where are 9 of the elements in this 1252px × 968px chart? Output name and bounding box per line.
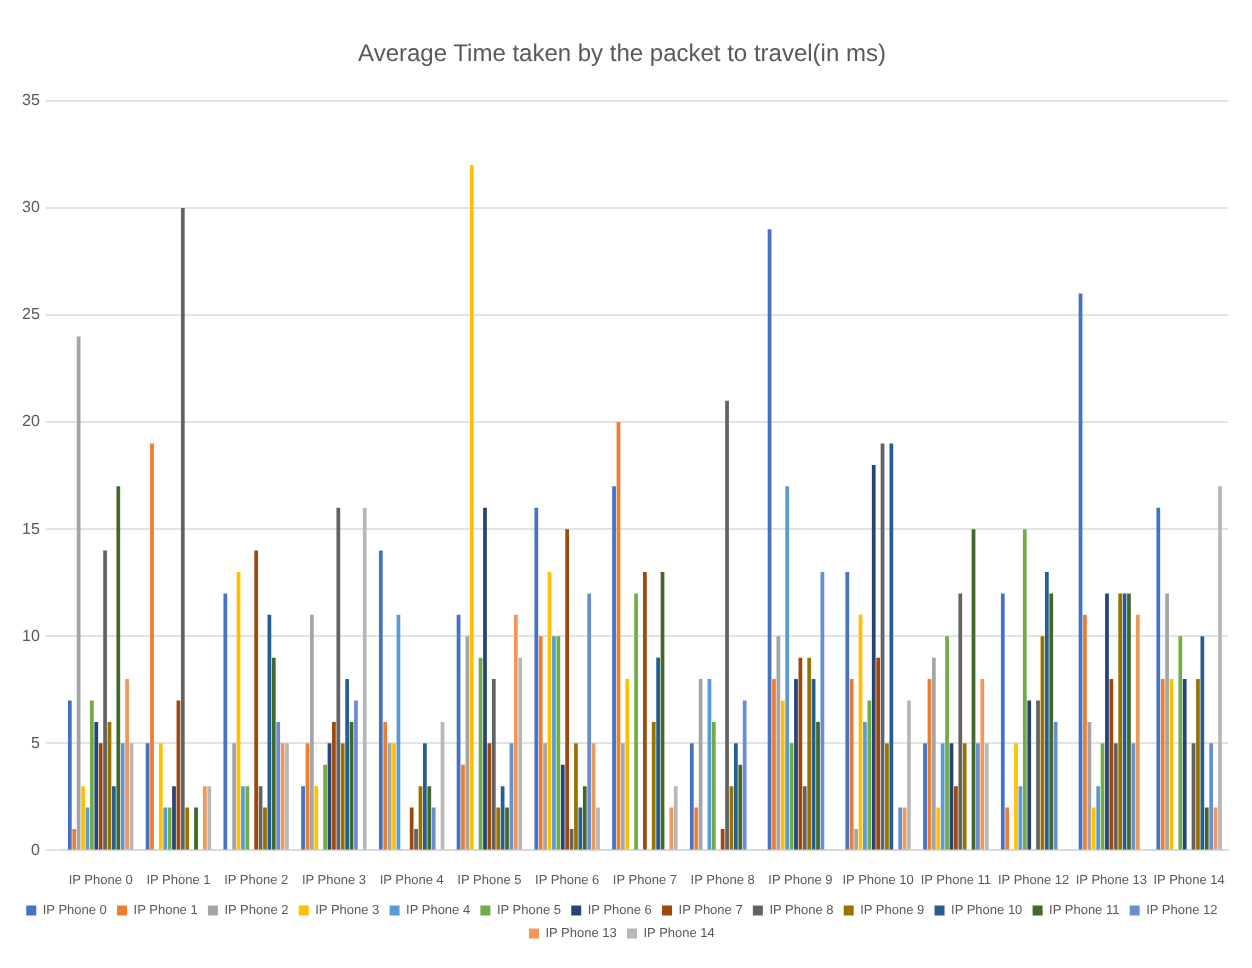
y-tick-label: 30 <box>21 198 41 217</box>
y-tick-label: 25 <box>21 305 41 324</box>
y-tick-label: 20 <box>21 412 41 431</box>
y-tick-label: 0 <box>30 840 41 859</box>
y-tick-label: 5 <box>30 733 41 752</box>
y-tick-label: 15 <box>21 519 41 538</box>
chart-title: Average Time taken by the packet to travel(in ms) <box>358 39 886 68</box>
y-tick-label: 10 <box>21 626 41 645</box>
y-tick-label: 35 <box>21 91 41 110</box>
